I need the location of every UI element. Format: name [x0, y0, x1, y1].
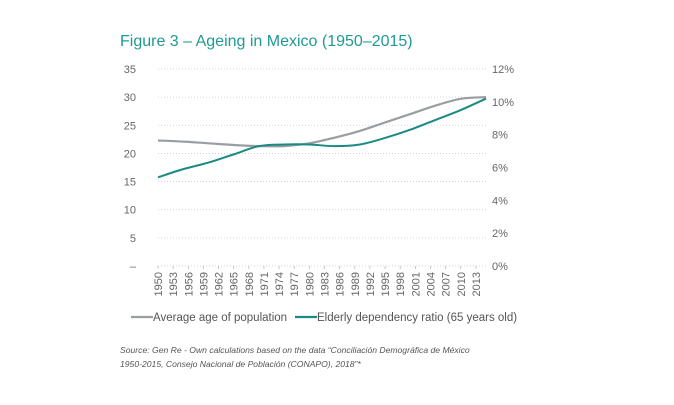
x-axis-ticks: 1950 1953 1956 1959 1962 1965 1968 1971 1974 1977…: [153, 266, 483, 296]
x-tick-label: 1986: [335, 272, 347, 296]
left-tick-label: 35: [124, 64, 136, 76]
series-line-average-age: [157, 96, 487, 148]
right-tick-label: 8%: [492, 130, 508, 142]
x-tick-label: 2013: [471, 272, 483, 296]
right-axis-ticks: 0% 2% 4% 6% 8% 10% 12%: [492, 64, 514, 273]
right-tick-label: 10%: [492, 97, 514, 109]
right-tick-label: 2%: [492, 228, 508, 240]
x-tick-label: 2010: [456, 272, 468, 296]
right-tick-label: 0%: [492, 261, 508, 273]
right-tick-label: 6%: [492, 163, 508, 175]
x-tick-label: 1998: [395, 272, 407, 296]
legend-label-average-age: Average age of population: [153, 312, 287, 324]
x-tick-label: 1989: [350, 272, 362, 296]
x-tick-label: 1995: [380, 272, 392, 296]
x-tick-label: 1962: [214, 272, 226, 296]
right-tick-label: 4%: [492, 195, 508, 207]
x-tick-label: 1980: [304, 272, 316, 296]
x-tick-label: 1968: [244, 272, 256, 296]
left-tick-label: 25: [124, 120, 136, 132]
x-tick-label: 1959: [198, 272, 210, 296]
x-tick-label: 2001: [410, 272, 422, 296]
x-tick-label: 1950: [153, 272, 165, 296]
legend: Average age of population Elderly depend…: [131, 312, 517, 324]
source-line-2: 1950-2015, Consejo Nacional de Población…: [120, 359, 361, 369]
left-tick-label: 20: [124, 148, 136, 160]
legend-label-elderly-dependency: Elderly dependency ratio (65 years old): [317, 312, 517, 324]
line-chart: – 5 10 15 20 25 30 35 0% 2% 4% 6% 8% 10% 12% 1950 1953…: [124, 64, 518, 324]
x-tick-label: 1983: [320, 272, 332, 296]
gridlines: [158, 68, 486, 267]
series-lines: [157, 96, 487, 179]
chart-title: Figure 3 – Ageing in Mexico (1950–2015): [120, 33, 413, 50]
x-tick-label: 1974: [274, 272, 286, 296]
left-axis-ticks: – 5 10 15 20 25 30 35: [124, 64, 137, 273]
x-tick-label: 2007: [441, 272, 453, 296]
source-note: Source: Gen Re - Own calculations based …: [120, 343, 640, 371]
series-line-elderly-dependency: [157, 97, 487, 179]
left-tick-label: 10: [124, 205, 136, 217]
left-tick-label: 15: [124, 177, 136, 189]
left-tick-label: 30: [124, 92, 136, 104]
x-tick-label: 1977: [289, 272, 301, 296]
x-tick-label: 1992: [365, 272, 377, 296]
x-tick-label: 1971: [259, 272, 271, 296]
x-tick-label: 2004: [425, 272, 437, 296]
source-line-1: Source: Gen Re - Own calculations based …: [120, 345, 470, 355]
x-tick-label: 1956: [183, 272, 195, 296]
left-tick-label: 5: [130, 233, 136, 245]
right-tick-label: 12%: [492, 64, 514, 76]
x-tick-label: 1953: [168, 272, 180, 296]
x-tick-label: 1965: [229, 272, 241, 296]
left-tick-label: –: [130, 261, 137, 273]
